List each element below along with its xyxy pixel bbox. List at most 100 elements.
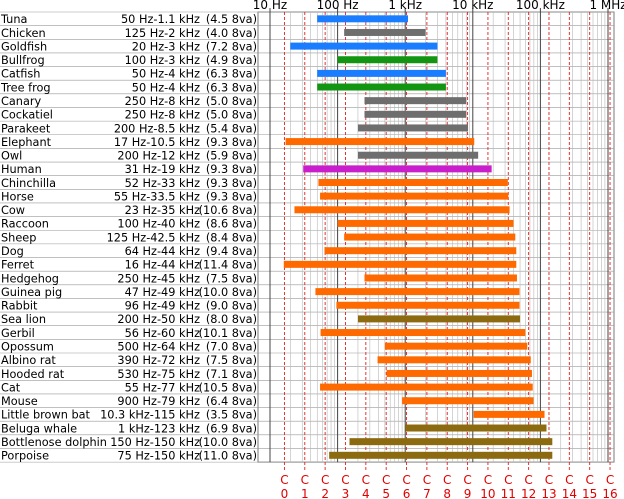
octave-note-label: C	[423, 473, 431, 487]
octave-number-label: 7	[423, 487, 431, 499]
octave-note-label: C	[382, 473, 390, 487]
range-bar	[364, 274, 517, 282]
octave-note-label: C	[341, 473, 349, 487]
row-animal-name: Horse	[1, 190, 34, 203]
row-octave-span: (10.0 8va)	[199, 286, 257, 299]
top-tick-label: 1 kHz	[388, 0, 422, 12]
row-octave-span: (7.5 8va)	[206, 354, 257, 367]
row-frequency-range: 55 Hz-33.5 kHz	[114, 190, 200, 203]
row-frequency-range: 56 Hz-60 kHz	[125, 327, 200, 340]
row-octave-span: (10.5 8va)	[199, 381, 257, 394]
row-animal-name: Goldfish	[1, 40, 47, 53]
row-frequency-range: 31 Hz-19 kHz	[125, 163, 200, 176]
range-bar	[377, 356, 531, 364]
range-bar	[320, 383, 533, 391]
row-animal-name: Tree frog	[0, 81, 51, 94]
row-octave-span: (5.0 8va)	[206, 109, 257, 122]
row-animal-name: Dog	[1, 245, 24, 258]
row-frequency-range: 50 Hz-1.1 kHz	[121, 13, 200, 26]
row-octave-span: (7.1 8va)	[206, 368, 257, 381]
row-animal-name: Gerbil	[1, 327, 35, 340]
row-frequency-range: 16 Hz-44 kHz	[125, 259, 200, 272]
row-octave-span: (9.3 8va)	[206, 177, 257, 190]
range-bar	[285, 138, 475, 146]
row-frequency-range: 50 Hz-4 kHz	[132, 81, 200, 94]
row-animal-name: Beluga whale	[1, 422, 77, 435]
row-frequency-range: 900 Hz-79 kHz	[117, 395, 200, 408]
row-frequency-range: 10.3 kHz-115 kHz	[100, 409, 200, 422]
octave-number-label: 9	[464, 487, 472, 499]
row-frequency-range: 125 Hz-2 kHz	[125, 27, 200, 40]
top-tick-label: 100 kHz	[516, 0, 565, 12]
octave-number-label: 16	[602, 487, 617, 499]
range-bar	[320, 192, 509, 200]
row-frequency-range: 17 Hz-10.5 kHz	[114, 136, 200, 149]
row-octave-span: (8.0 8va)	[206, 313, 257, 326]
octave-number-label: 1	[301, 487, 309, 499]
row-frequency-range: 125 Hz-42.5 kHz	[107, 231, 200, 244]
row-octave-span: (10.1 8va)	[199, 327, 257, 340]
octave-number-label: 11	[501, 487, 516, 499]
row-frequency-range: 52 Hz-33 kHz	[125, 177, 200, 190]
row-octave-span: (6.9 8va)	[206, 422, 257, 435]
top-tick-label: 10 kHz	[452, 0, 493, 12]
range-bar	[294, 206, 510, 214]
octave-number-label: 10	[480, 487, 495, 499]
row-frequency-range: 20 Hz-3 kHz	[132, 40, 200, 53]
row-animal-name: Hooded rat	[1, 368, 65, 381]
row-frequency-range: 47 Hz-49 kHz	[125, 286, 200, 299]
row-octave-span: (6.3 8va)	[206, 81, 257, 94]
axis-labels-layer: 10 Hz 100 Hz 1 kHz 10 kHz 100 kHz 1 MHzC0C1C2…	[253, 0, 624, 499]
row-octave-span: (9.4 8va)	[206, 245, 257, 258]
row-animal-name: Human	[1, 163, 42, 176]
row-frequency-range: 50 Hz-4 kHz	[132, 68, 200, 81]
range-bar	[317, 15, 408, 23]
octave-note-label: C	[463, 473, 471, 487]
row-frequency-range: 390 Hz-72 kHz	[117, 354, 200, 367]
octave-note-label: C	[585, 473, 593, 487]
octave-note-label: C	[484, 473, 492, 487]
range-bar	[384, 342, 528, 350]
octave-number-label: 13	[541, 487, 556, 499]
row-octave-span: (9.0 8va)	[206, 300, 257, 313]
row-animal-name: Tuna	[0, 13, 27, 26]
row-octave-span: (7.5 8va)	[206, 272, 257, 285]
range-bar	[344, 28, 426, 36]
row-octave-span: (10.0 8va)	[199, 436, 257, 449]
row-octave-span: (5.0 8va)	[206, 95, 257, 108]
row-animal-name: Canary	[1, 95, 42, 108]
bars-layer	[283, 15, 553, 459]
range-bar	[290, 42, 438, 50]
row-animal-name: Raccoon	[1, 218, 49, 231]
row-frequency-range: 250 Hz-8 kHz	[125, 95, 200, 108]
row-octave-span: (8.4 8va)	[206, 231, 257, 244]
range-bar	[317, 69, 446, 77]
row-labels-layer: Tuna 50 Hz-1.1 kHz (4.5 8va) Chicken 125 Hz-…	[0, 13, 257, 462]
range-bar	[320, 329, 526, 337]
range-bar	[405, 424, 547, 432]
row-frequency-range: 23 Hz-35 kHz	[125, 204, 200, 217]
row-octave-span: (4.5 8va)	[206, 13, 257, 26]
row-animal-name: Sheep	[1, 231, 36, 244]
octave-number-label: 6	[403, 487, 411, 499]
top-tick-label: 10 Hz	[253, 0, 287, 12]
octave-note-label: C	[606, 473, 614, 487]
range-bar	[473, 410, 545, 418]
row-animal-name: Bullfrog	[1, 54, 45, 67]
row-animal-name: Ferret	[1, 259, 35, 272]
octave-note-label: C	[524, 473, 532, 487]
range-bar	[364, 110, 467, 118]
row-octave-span: (4.9 8va)	[206, 54, 257, 67]
range-bar	[357, 315, 521, 323]
octave-number-label: 4	[362, 487, 370, 499]
row-octave-span: (5.9 8va)	[206, 150, 257, 163]
row-frequency-range: 250 Hz-8 kHz	[125, 109, 200, 122]
row-animal-name: Hedgehog	[1, 272, 59, 285]
row-animal-name: Chinchilla	[1, 177, 56, 190]
row-animal-name: Sea lion	[1, 313, 46, 326]
octave-note-label: C	[443, 473, 451, 487]
octave-note-label: C	[280, 473, 288, 487]
row-frequency-range: 200 Hz-12 kHz	[117, 150, 200, 163]
range-bar	[315, 288, 520, 296]
octave-note-label: C	[362, 473, 370, 487]
